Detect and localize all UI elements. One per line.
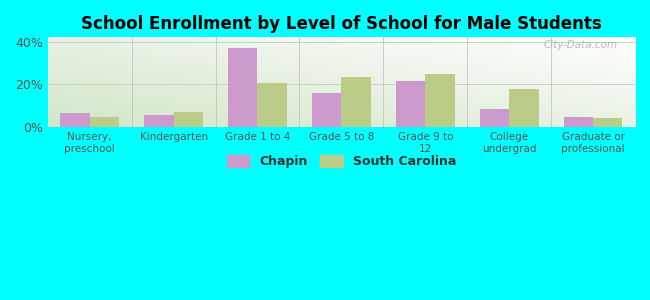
- Bar: [174, 112, 203, 127]
- Legend: Chapin, South Carolina: Chapin, South Carolina: [222, 150, 461, 173]
- Title: School Enrollment by Level of School for Male Students: School Enrollment by Level of School for…: [81, 15, 602, 33]
- Bar: [228, 48, 257, 127]
- Bar: [593, 118, 623, 127]
- Bar: [509, 89, 538, 127]
- Bar: [144, 116, 174, 127]
- Bar: [564, 117, 593, 127]
- Bar: [396, 81, 425, 127]
- Bar: [312, 93, 341, 127]
- Bar: [341, 77, 370, 127]
- Bar: [480, 109, 509, 127]
- Text: City-Data.com: City-Data.com: [543, 40, 618, 50]
- Bar: [425, 74, 454, 127]
- Bar: [90, 117, 119, 127]
- Bar: [60, 113, 90, 127]
- Bar: [257, 83, 287, 127]
